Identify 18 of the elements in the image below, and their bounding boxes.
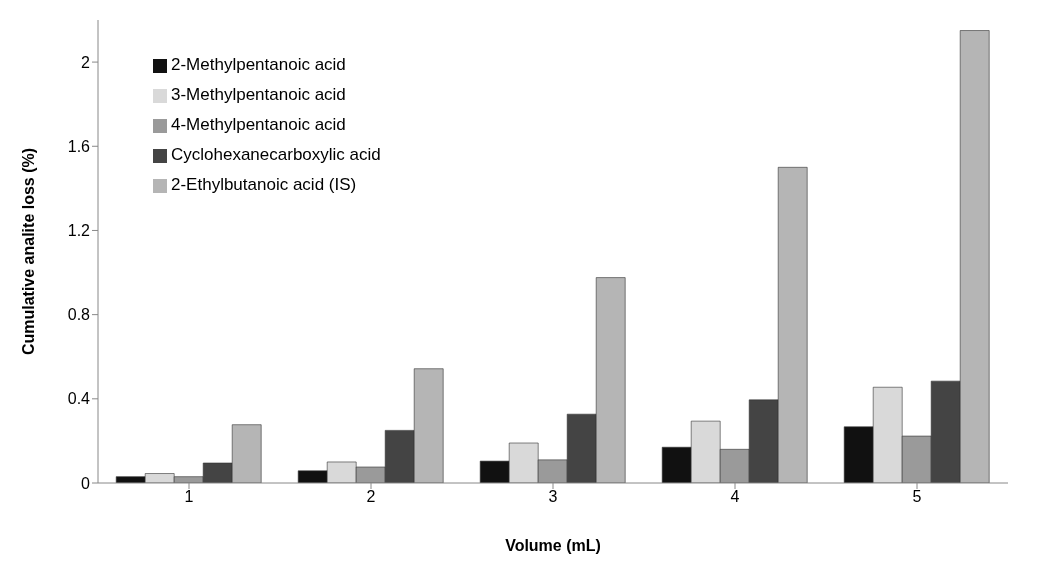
legend-label: 2-Methylpentanoic acid	[171, 55, 346, 74]
x-tick-label: 2	[366, 488, 376, 506]
legend-label: 3-Methylpentanoic acid	[171, 85, 346, 104]
x-tick-label: 4	[730, 488, 740, 506]
y-tick-label: 2	[81, 53, 91, 71]
y-tick-label: 1.6	[67, 137, 91, 155]
legend-label: 4-Methylpentanoic acid	[171, 115, 346, 134]
x-axis-title: Volume (mL)	[505, 537, 601, 554]
legend-label: Cyclohexanecarboxylic acid	[171, 145, 381, 164]
y-tick-label: 0.8	[67, 306, 91, 324]
y-tick-label: 1.2	[67, 222, 91, 240]
x-tick-label: 5	[912, 488, 922, 506]
x-tick-label: 1	[184, 488, 194, 506]
y-tick-label: 0	[81, 474, 91, 492]
y-tick-label: 0.4	[67, 390, 91, 408]
x-tick-label: 3	[548, 488, 558, 506]
legend-label: 2-Ethylbutanoic acid (IS)	[171, 175, 357, 194]
y-axis-title: Cumulative analite loss (%)	[19, 147, 37, 356]
